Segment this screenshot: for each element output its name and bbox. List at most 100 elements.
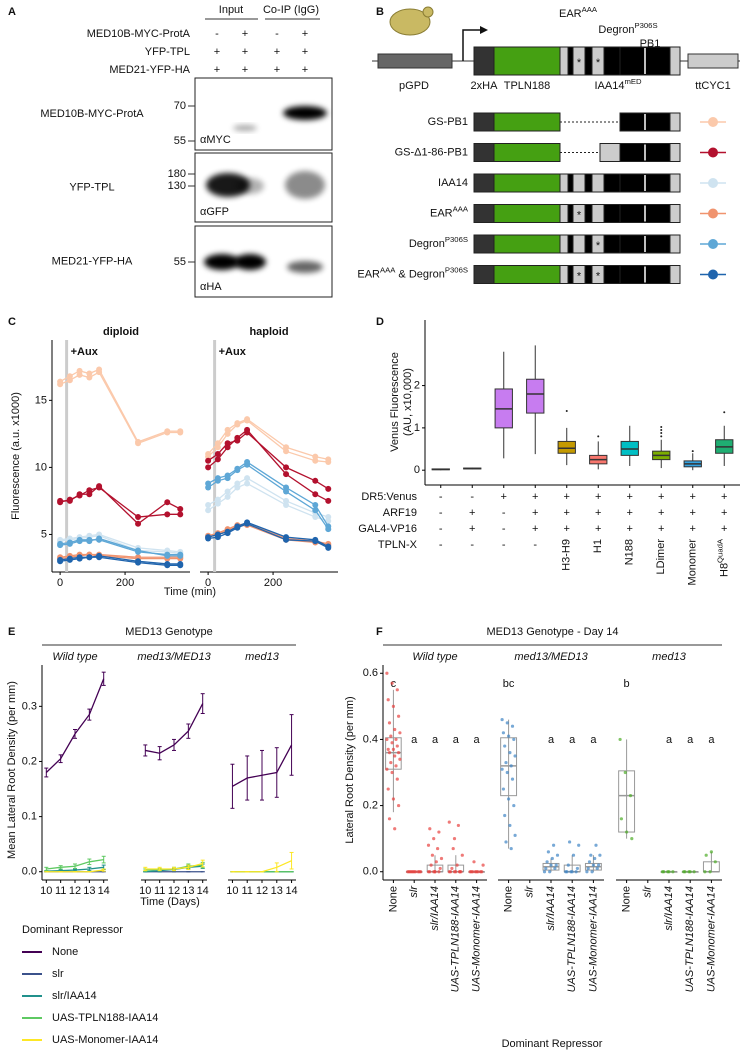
data-point (480, 870, 484, 874)
panel-label: B (376, 6, 384, 18)
data-point (325, 514, 332, 521)
table-cell: + (627, 491, 633, 503)
data-point (619, 817, 624, 821)
outlier (565, 409, 568, 412)
data-point (66, 555, 73, 562)
mutation-star: * (577, 209, 582, 221)
iaa-segment (559, 204, 569, 223)
y-tick-label: 0.1 (22, 811, 37, 823)
x-tick-label: None (387, 886, 399, 912)
data-point (205, 534, 212, 541)
tpl-domain (493, 265, 561, 284)
data-point (390, 741, 394, 745)
data-point (177, 511, 184, 518)
series-line (46, 858, 104, 870)
y-tick-label: 1 (414, 422, 420, 434)
data-point (508, 823, 512, 828)
table-row-label: DR5:Venus (361, 491, 417, 503)
band (287, 261, 323, 273)
x-tick-label: slr/IAA14 (545, 886, 557, 931)
data-point (312, 491, 319, 498)
data-point (452, 837, 457, 841)
x-axis-label: Time (min) (164, 586, 216, 598)
condition-label: MED21-YFP-HA (109, 64, 190, 76)
box (557, 440, 576, 454)
data-point (386, 698, 390, 702)
band (285, 171, 325, 199)
data-point (688, 870, 692, 874)
table-cell: + (564, 507, 570, 519)
data-point (546, 850, 551, 854)
table-cell: + (595, 507, 601, 519)
iaa-segment (559, 46, 569, 76)
data-point (135, 548, 142, 555)
variant-key-dot (708, 269, 718, 280)
element-label: TPLN188 (504, 80, 550, 92)
data-point (389, 734, 393, 738)
data-point (630, 837, 634, 841)
table-row-label: GAL4-VP16 (358, 523, 417, 535)
data-point (512, 737, 516, 742)
size-marker: 55 (174, 256, 186, 268)
tpl-domain (493, 234, 561, 254)
data-point (554, 863, 558, 867)
legend-label: slr (52, 968, 64, 980)
x-tick-label: 12 (168, 885, 180, 897)
facet-header: MED13 Genotype (125, 626, 212, 638)
superscript: AAA (380, 266, 396, 275)
significance-letter: a (590, 734, 597, 746)
table-cell: + (721, 507, 727, 519)
x-axis-label: Time (Days) (140, 896, 199, 908)
table-cell: + (627, 523, 633, 535)
data-point (394, 764, 398, 768)
x-tick-label: 10 (226, 885, 238, 897)
panel-label: A (8, 6, 16, 18)
size-marker: 130 (168, 180, 186, 192)
mutation-star: * (596, 270, 601, 282)
data-point (542, 870, 547, 874)
condition-sign: + (242, 64, 248, 76)
tpl-domain (493, 173, 561, 193)
condition-sign: + (214, 46, 220, 58)
y-tick-label: 15 (35, 394, 47, 406)
outlier (691, 450, 694, 453)
data-point (224, 488, 231, 495)
blot-row-label: YFP-TPL (69, 181, 114, 193)
data-point (595, 866, 599, 871)
x-tick-label: 13 (271, 885, 283, 897)
x-tick-label: None (503, 886, 515, 912)
iaa-segment (584, 265, 593, 284)
data-point (553, 866, 557, 871)
data-point (505, 770, 509, 775)
data-point (509, 764, 513, 768)
series-line (232, 744, 293, 787)
data-point (393, 827, 397, 831)
element-label: PB1 (640, 38, 661, 50)
blot-row-label: MED10B-MYC-ProtA (40, 108, 144, 120)
data-point (428, 827, 432, 831)
iaa-segment (584, 173, 593, 193)
tpl-domain (493, 204, 561, 223)
data-point (449, 870, 453, 874)
data-point (214, 496, 221, 503)
condition-sign: + (242, 46, 248, 58)
variant-name: GS-PB1 (428, 116, 468, 128)
legend-label: None (52, 946, 78, 958)
table-cell: + (532, 523, 538, 535)
data-point (594, 843, 598, 847)
y-axis-label: Fluorescence (a.u. x1000) (10, 392, 22, 520)
data-point (512, 803, 516, 808)
text-part: IAA14 (594, 80, 624, 92)
data-point (283, 484, 290, 491)
y-axis-label: (AU, x10,000) (402, 368, 414, 436)
band (204, 254, 240, 270)
data-point (205, 507, 212, 514)
data-point (325, 497, 332, 504)
iaa-segment (567, 204, 574, 223)
series-line (46, 866, 104, 872)
x-tick-label: slr (642, 885, 654, 898)
iaa-segment (584, 234, 593, 254)
data-point (544, 866, 548, 871)
x-tick-label: 10 (40, 885, 52, 897)
data-point (325, 456, 332, 463)
